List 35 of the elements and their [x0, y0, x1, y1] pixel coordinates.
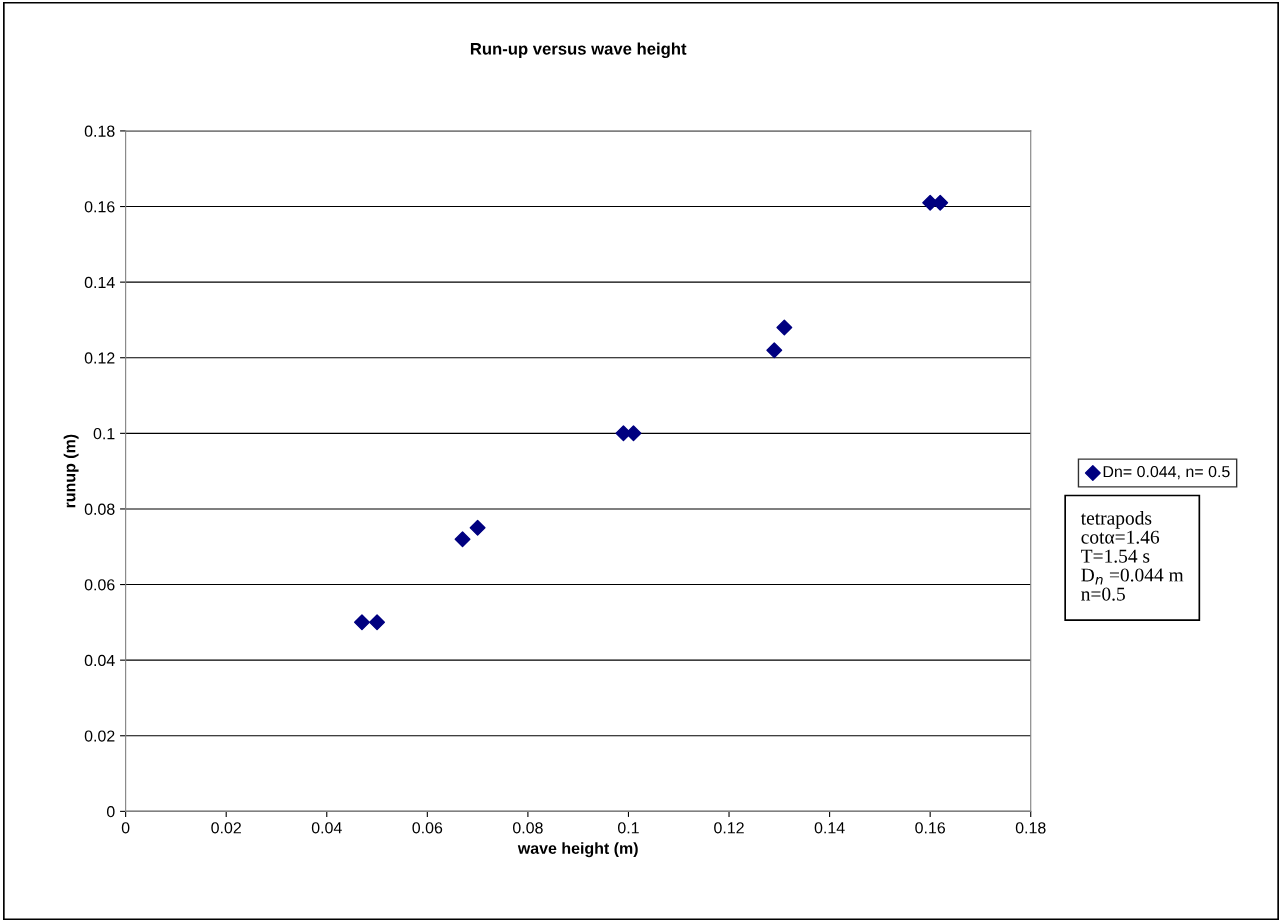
text: D$_{n}$ =0.044 m — [1081, 568, 1184, 585]
y-tick-label: 0.16 — [84, 201, 115, 213]
y-tick-label: 0.04 — [84, 654, 115, 667]
x-tick-label: 0.06 — [412, 822, 443, 834]
x-tick-label: 0.18 — [1015, 822, 1046, 834]
x-tick-label: 0 — [121, 822, 130, 834]
y-tick-label: 0.06 — [84, 579, 115, 591]
x-tick-label: 0.16 — [915, 822, 945, 834]
y-tick-label: 0.1 — [93, 427, 115, 440]
chart-title: Run-up versus wave height — [470, 42, 687, 59]
x-tick-label: 0.1 — [617, 822, 639, 834]
legend-label: Dn= 0.044, n= 0.5 — [1103, 465, 1230, 480]
x-tick-label: 0.04 — [311, 822, 342, 834]
point — [454, 531, 471, 548]
point — [353, 614, 370, 631]
x-tick-label: 0.08 — [512, 822, 543, 834]
x-tick-label: 0.12 — [714, 822, 744, 834]
y-tick-label: 0.12 — [84, 352, 115, 364]
x-tick-label: 0.02 — [211, 822, 241, 834]
point — [766, 342, 783, 359]
text: n=0.5 — [1081, 587, 1125, 601]
point — [469, 519, 486, 536]
y-tick-label: 0.18 — [84, 125, 115, 137]
x-tick-label: 0.14 — [814, 822, 845, 834]
point — [776, 319, 793, 336]
text: tetrapods — [1080, 511, 1152, 529]
y-tick-label: 0.14 — [84, 276, 115, 289]
y-axis-title: runup (m) — [63, 434, 79, 508]
text: cotα=1.46 — [1081, 530, 1160, 544]
y-tick-label: 0 — [106, 805, 115, 818]
y-tick-label: 0.08 — [84, 503, 115, 515]
point — [369, 614, 386, 631]
y-tick-label: 0.02 — [84, 730, 115, 742]
text: T=1.54 s — [1081, 549, 1150, 563]
x-axis-title: wave height (m) — [517, 842, 638, 858]
